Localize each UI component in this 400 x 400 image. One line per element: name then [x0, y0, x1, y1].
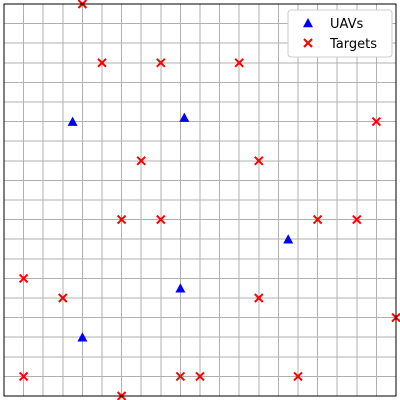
targets-point: [371, 116, 382, 127]
targets-point-stroke: [136, 156, 146, 166]
targets-point: [293, 371, 303, 382]
targets-point-stroke: [97, 58, 107, 68]
targets-point: [312, 214, 323, 225]
targets-point: [97, 58, 107, 68]
legend-targets-label: Targets: [329, 37, 377, 52]
uavs-point: [283, 234, 294, 244]
targets-point-stroke: [312, 214, 323, 225]
legend-uavs-label: UAVs: [330, 17, 363, 32]
plot-frame: [3, 3, 397, 397]
targets-point: [195, 371, 205, 382]
targets-point-stroke: [234, 58, 244, 68]
targets-point-stroke: [175, 371, 186, 382]
targets-point: [156, 58, 166, 68]
targets-point-stroke: [18, 273, 29, 284]
targets-point-stroke: [254, 156, 264, 166]
targets-point-stroke: [352, 214, 362, 225]
targets-point: [254, 293, 264, 303]
targets-point-stroke: [58, 293, 68, 303]
targets-point: [175, 371, 186, 382]
uavs-point: [175, 283, 186, 293]
legend-box: [287, 9, 393, 58]
uavs-point: [67, 116, 78, 126]
legend-targets-cross: [303, 38, 313, 48]
targets-point: [116, 214, 127, 225]
legend-targets-marker: [303, 38, 313, 48]
targets-point: [18, 273, 29, 284]
targets-point-stroke: [116, 214, 127, 225]
targets-point: [234, 58, 244, 68]
targets-point-stroke: [254, 293, 264, 303]
targets-point-stroke: [195, 371, 205, 382]
targets-point-stroke: [371, 116, 382, 127]
legend: UAVs Targets: [287, 9, 393, 58]
targets-point-stroke: [156, 58, 166, 68]
targets-point: [254, 156, 264, 166]
grid: [3, 3, 397, 397]
targets-point: [18, 371, 29, 382]
targets-point-stroke: [18, 371, 29, 382]
targets-point: [156, 214, 166, 225]
targets-point: [58, 293, 68, 303]
targets-point: [136, 156, 146, 166]
uavs-point: [179, 112, 190, 122]
targets-point: [352, 214, 362, 225]
legend-uavs-triangle: [303, 18, 313, 28]
legend-targets-cross-stroke: [303, 38, 313, 48]
legend-uavs-marker: [303, 18, 313, 28]
uavs-point: [77, 332, 88, 342]
targets-point-stroke: [293, 371, 303, 382]
targets-point-stroke: [156, 214, 166, 225]
